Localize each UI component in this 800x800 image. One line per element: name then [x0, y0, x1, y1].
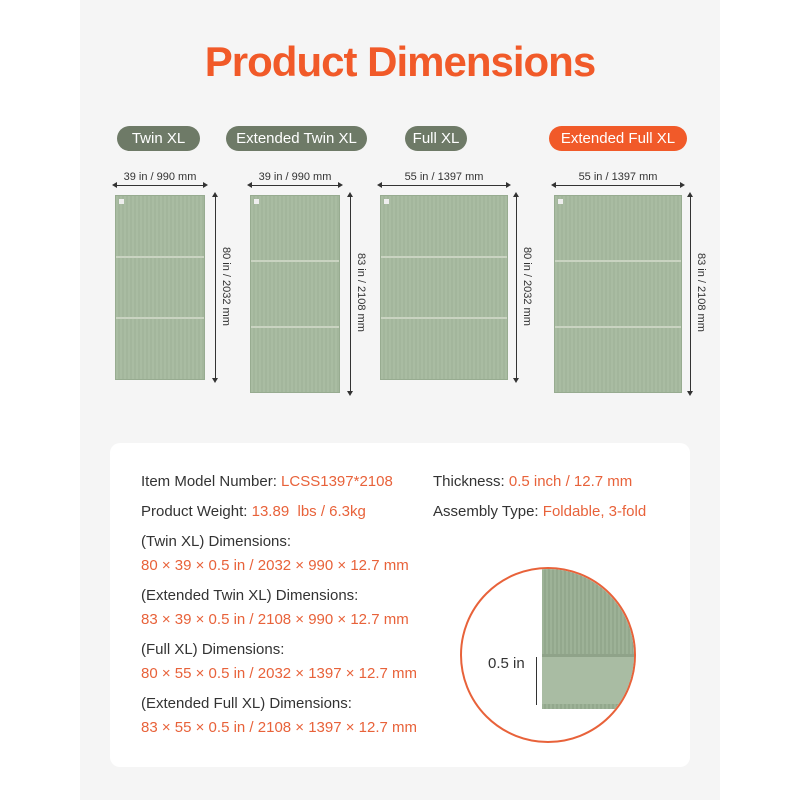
mat-full-xl [380, 195, 508, 380]
dim-label: (Twin XL) Dimensions: [141, 533, 292, 550]
thickness-label: 0.5 in [488, 655, 525, 672]
width-arrow [377, 182, 511, 188]
size-label-extended-twin-xl: Extended Twin XL [226, 126, 367, 151]
page-title: Product Dimensions [204, 38, 596, 85]
spec-value: 0.5 inch / 12.7 mm [508, 473, 633, 490]
width-label: 39 in / 990 mm [258, 171, 332, 183]
thickness-arrow [536, 657, 537, 705]
length-label: 80 in / 2032 mm [220, 247, 232, 326]
dim-label: (Full XL) Dimensions: [141, 641, 285, 658]
width-label: 55 in / 1397 mm [578, 171, 658, 183]
spec-value: Foldable, 3-fold [542, 503, 647, 520]
width-label: 39 in / 990 mm [123, 171, 197, 183]
width-arrow [551, 182, 685, 188]
dim-value: 83 × 55 × 0.5 in / 2108 × 1397 × 12.7 mm [141, 719, 418, 736]
spec-label: Thickness: [433, 473, 509, 490]
mat-extended-full-xl [554, 195, 682, 393]
spec-weight: Product Weight: 13.89 lbs / 6.3kg [141, 503, 366, 520]
spec-assembly: Assembly Type: Foldable, 3-fold [433, 503, 646, 520]
dim-label: (Extended Full XL) Dimensions: [141, 695, 352, 712]
spec-label: Assembly Type: [433, 503, 543, 520]
spec-value: LCSS1397*2108 [281, 473, 393, 490]
dim-value: 80 × 39 × 0.5 in / 2032 × 990 × 12.7 mm [141, 557, 409, 574]
length-label: 80 in / 2032 mm [521, 247, 533, 326]
length-arrow [347, 192, 353, 396]
dim-value: 80 × 55 × 0.5 in / 2032 × 1397 × 12.7 mm [141, 665, 418, 682]
mat-extended-twin-xl [250, 195, 340, 393]
spec-value: 13.89 lbs / 6.3kg [251, 503, 366, 520]
size-label-twin-xl: Twin XL [117, 126, 200, 151]
spec-model: Item Model Number: LCSS1397*2108 [141, 473, 393, 490]
width-label: 55 in / 1397 mm [404, 171, 484, 183]
size-label-extended-full-xl: Extended Full XL [549, 126, 687, 151]
length-arrow [212, 192, 218, 383]
spec-label: Item Model Number: [141, 473, 282, 490]
length-label: 83 in / 2108 mm [355, 253, 367, 332]
length-label: 83 in / 2108 mm [695, 253, 707, 332]
length-arrow [513, 192, 519, 383]
mat-edge-lip [542, 654, 634, 704]
mat-twin-xl [115, 195, 205, 380]
spec-thickness: Thickness: 0.5 inch / 12.7 mm [433, 473, 632, 490]
spec-label: Product Weight: [141, 503, 252, 520]
width-arrow [247, 182, 343, 188]
size-label-full-xl: Full XL [405, 126, 467, 151]
width-arrow [112, 182, 208, 188]
thickness-detail-image: 0.5 in [460, 567, 636, 743]
dim-label: (Extended Twin XL) Dimensions: [141, 587, 359, 604]
length-arrow [687, 192, 693, 396]
dim-value: 83 × 39 × 0.5 in / 2108 × 990 × 12.7 mm [141, 611, 409, 628]
